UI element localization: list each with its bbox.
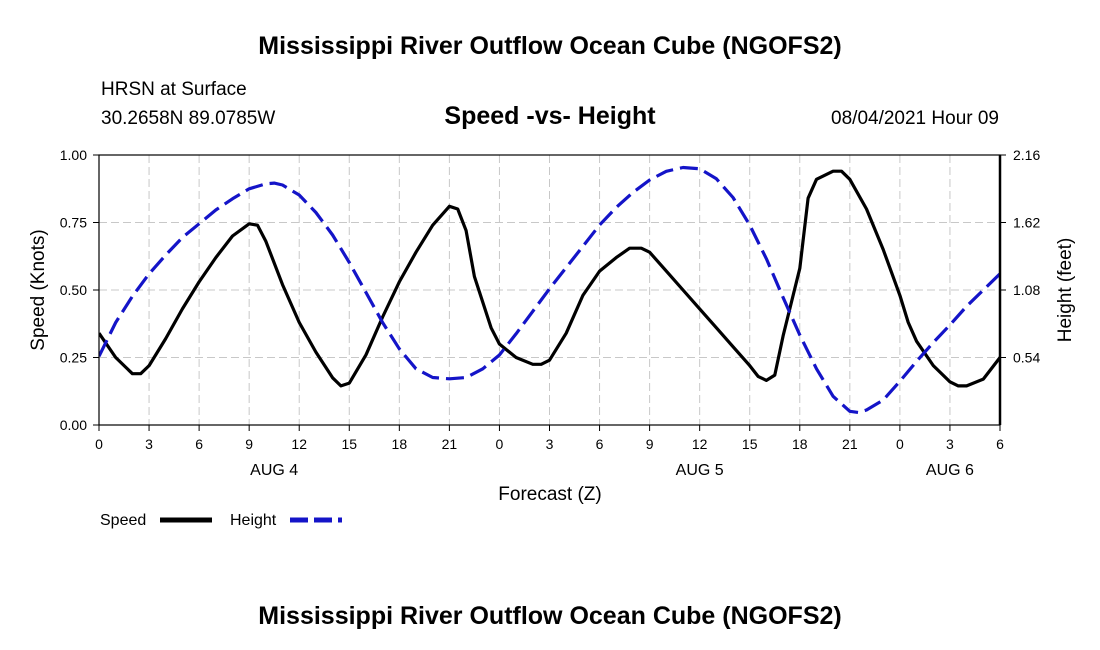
x-tick-label-12: 12 [692, 436, 708, 452]
series-lines [99, 165, 1000, 415]
y-right-tick-label-1: 1.08 [1013, 282, 1040, 298]
x-tick-label-11: 9 [646, 436, 654, 452]
x-tick-label-14: 18 [792, 436, 808, 452]
x-tick-label-10: 6 [596, 436, 604, 452]
x-tick-label-3: 9 [245, 436, 253, 452]
x-tick-label-16: 0 [896, 436, 904, 452]
y-left-tick-label-2: 0.50 [60, 282, 87, 298]
axis-ticks: 0 3 6 9 12 15 18 21 0 3 6 9 12 15 18 21 0 3 6 0.00 0.25 0.50 0… [60, 147, 1041, 479]
date-label-0: AUG 4 [250, 462, 298, 479]
legend-height-label: Height [230, 512, 277, 529]
x-tick-label-4: 12 [291, 436, 307, 452]
title-top: Mississippi River Outflow Ocean Cube (NG… [258, 32, 841, 60]
x-tick-label-18: 6 [996, 436, 1004, 452]
legend: Speed Height [100, 512, 342, 529]
y-left-tick-label-1: 0.25 [60, 350, 87, 366]
x-tick-label-17: 3 [946, 436, 954, 452]
coordinates-label: 30.2658N 89.0785W [101, 108, 275, 129]
station-label: HRSN at Surface [101, 79, 247, 100]
forecast-datetime: 08/04/2021 Hour 09 [831, 108, 999, 129]
y-left-tick-label-3: 0.75 [60, 215, 87, 231]
y-left-tick-label-0: 0.00 [60, 417, 87, 433]
y-right-tick-label-3: 2.16 [1013, 147, 1040, 163]
date-label-1: AUG 5 [676, 462, 724, 479]
y-axis-left-label: Speed (Knots) [28, 229, 49, 350]
x-tick-label-15: 21 [842, 436, 858, 452]
series-line-height [99, 165, 1000, 415]
legend-speed-label: Speed [100, 512, 146, 529]
x-tick-label-7: 21 [442, 436, 458, 452]
y-axis-right-label: Height (feet) [1055, 238, 1076, 343]
x-tick-label-1: 3 [145, 436, 153, 452]
x-tick-label-6: 18 [392, 436, 408, 452]
y-right-tick-label-0: 0.54 [1013, 350, 1040, 366]
x-tick-label-9: 3 [546, 436, 554, 452]
x-tick-label-5: 15 [341, 436, 357, 452]
x-tick-label-2: 6 [195, 436, 203, 452]
date-label-2: AUG 6 [926, 462, 974, 479]
y-right-tick-label-2: 1.62 [1013, 215, 1040, 231]
x-tick-label-8: 0 [496, 436, 504, 452]
x-tick-label-0: 0 [95, 436, 103, 452]
title-bottom: Mississippi River Outflow Ocean Cube (NG… [258, 602, 841, 630]
chart-subtitle: Speed -vs- Height [444, 102, 656, 130]
x-tick-label-13: 15 [742, 436, 758, 452]
x-axis-label: Forecast (Z) [498, 484, 601, 505]
y-left-tick-label-4: 1.00 [60, 147, 87, 163]
series-line-speed [99, 169, 1000, 388]
